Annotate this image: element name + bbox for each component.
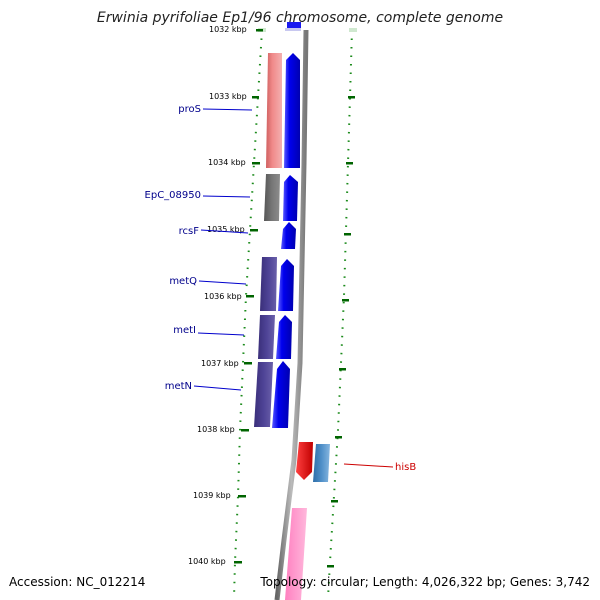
tick-mark: [246, 295, 254, 298]
tick-ring-outer: [234, 30, 262, 598]
feature-epc08950[interactable]: [264, 174, 280, 221]
tick-ring-inner: [328, 30, 352, 598]
cds-metn[interactable]: [272, 361, 290, 428]
tick-mark: [234, 561, 242, 564]
tick-label: 1039 kbp: [193, 491, 231, 500]
tick-mark-inner: [342, 299, 349, 302]
gene-label-hisb[interactable]: hisB: [395, 462, 416, 473]
leader-line: [194, 386, 241, 390]
tick-mark-inner: [344, 233, 351, 236]
tick-mark: [252, 162, 260, 165]
leader-line: [198, 333, 244, 335]
tick-mark: [252, 96, 259, 99]
cds-epc08950[interactable]: [283, 175, 298, 221]
tick-label: 1037 kbp: [201, 359, 239, 368]
gene-label-pros[interactable]: proS: [178, 104, 201, 115]
tick-label: 1032 kbp: [209, 25, 247, 34]
tick-label: 1033 kbp: [209, 92, 247, 101]
cds-pros[interactable]: [284, 53, 300, 168]
cds-metq[interactable]: [278, 259, 294, 311]
footer-stats: Topology: circular; Length: 4,026,322 bp…: [260, 575, 590, 589]
tick-mark-inner: [339, 368, 346, 371]
gene-label-metq[interactable]: metQ: [169, 276, 197, 287]
tick-label: 1034 kbp: [208, 158, 246, 167]
gene-label-epc08950[interactable]: EpC_08950: [145, 190, 201, 201]
tick-mark: [238, 495, 246, 498]
feature-pros[interactable]: [266, 53, 282, 168]
tick-label: 1038 kbp: [197, 425, 235, 434]
top-feature-ghost-2: [349, 28, 357, 32]
cds-rcsf[interactable]: [281, 222, 296, 249]
tick-label: 1036 kbp: [204, 292, 242, 301]
tick-mark-inner: [327, 565, 334, 568]
tick-mark: [250, 229, 258, 232]
tick-mark-inner: [335, 436, 342, 439]
leader-line: [203, 109, 252, 110]
tick-mark-inner: [331, 500, 338, 503]
gene-label-metn[interactable]: metN: [165, 381, 192, 392]
feature-meti[interactable]: [258, 315, 275, 359]
tick-label: 1040 kbp: [188, 557, 226, 566]
cds-hisb[interactable]: [296, 442, 313, 480]
leader-line: [344, 464, 393, 467]
footer-accession: Accession: NC_012214: [9, 575, 145, 589]
tick-mark-inner: [346, 162, 353, 165]
cds-meti[interactable]: [276, 315, 292, 359]
gene-label-meti[interactable]: metI: [173, 325, 196, 336]
tick-mark: [241, 429, 249, 432]
feature-metn[interactable]: [254, 362, 273, 427]
tick-mark: [256, 29, 263, 32]
tick-mark: [244, 362, 252, 365]
gene-label-rcsf[interactable]: rcsF: [179, 226, 200, 237]
tick-mark-inner: [348, 96, 355, 99]
top-cds-ghost: [285, 28, 301, 31]
feature-hisb[interactable]: [313, 444, 330, 482]
leader-line: [203, 196, 250, 197]
leader-line: [199, 281, 246, 284]
feature-metq[interactable]: [260, 257, 277, 311]
